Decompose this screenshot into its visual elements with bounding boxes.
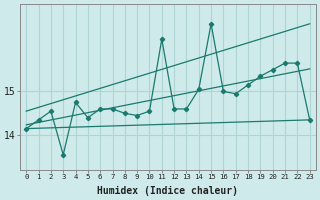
X-axis label: Humidex (Indice chaleur): Humidex (Indice chaleur) [98,186,238,196]
